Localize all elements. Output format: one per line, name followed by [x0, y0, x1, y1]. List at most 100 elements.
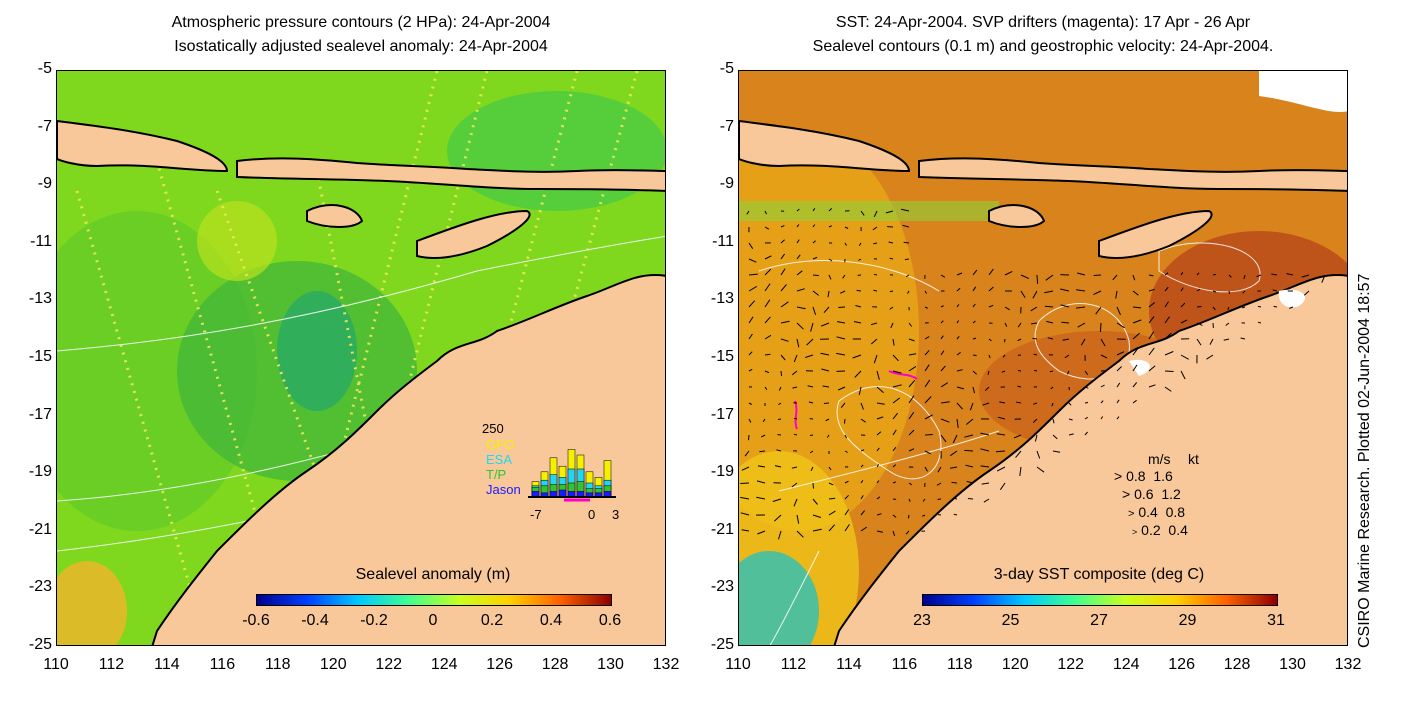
velocity-arrow	[764, 255, 772, 260]
velocity-arrow	[776, 449, 782, 452]
velocity-arrow	[892, 514, 897, 518]
velocity-arrow	[876, 480, 880, 484]
velocity-arrow	[1084, 402, 1089, 404]
velocity-arrow	[762, 418, 766, 423]
velocity-arrow	[965, 464, 974, 468]
velocity-arrow	[748, 273, 758, 276]
velocity-arrow	[748, 402, 753, 405]
velocity-arrow	[1100, 384, 1105, 388]
velocity-arrow	[1196, 338, 1202, 346]
velocity-arrow	[1243, 274, 1246, 280]
velocity-arrow	[1132, 319, 1142, 324]
velocity-arrow	[922, 514, 926, 517]
velocity-arrow	[908, 498, 911, 502]
velocity-arrow	[873, 242, 878, 245]
velocity-arrow	[1132, 290, 1139, 296]
velocity-arrow	[1004, 322, 1008, 327]
velocity-arrow	[1164, 272, 1169, 276]
velocity-arrow	[1052, 450, 1061, 453]
velocity-arrow	[876, 416, 884, 420]
velocity-arrow	[764, 334, 772, 340]
velocity-arrow	[796, 530, 804, 538]
right-lon-tick: 118	[947, 656, 973, 673]
velocity-arrow	[764, 226, 770, 230]
velocity-arrow	[892, 354, 899, 362]
sealevel-anomaly-map-svg	[57, 71, 665, 645]
left-lon-tick: 130	[597, 656, 624, 673]
velocity-arrow	[860, 480, 864, 484]
velocity-arrow-icon: >	[1128, 508, 1135, 520]
plot-credit: CSIRO Marine Research. Plotted 02-Jun-20…	[1356, 273, 1373, 648]
velocity-arrow	[940, 305, 944, 308]
left-lat-tick: -23	[28, 578, 52, 596]
velocity-legend-row-4: > 0.2 0.4	[1132, 522, 1188, 538]
velocity-arrow	[1080, 338, 1086, 346]
velocity-arrow	[1100, 416, 1104, 420]
velocity-arrow	[908, 322, 913, 327]
velocity-arrow	[844, 509, 850, 516]
velocity-arrow	[999, 401, 1006, 404]
velocity-arrow	[1286, 273, 1294, 276]
velocity-arrow	[972, 386, 975, 394]
velocity-arrow	[796, 270, 803, 276]
velocity-arrow	[805, 354, 814, 358]
velocity-arrow	[1030, 306, 1038, 312]
velocity-arrow	[876, 402, 885, 405]
velocity-arrow	[956, 287, 961, 292]
velocity-arrow	[793, 498, 798, 507]
velocity-arrow	[966, 480, 974, 484]
left-lon-tick: 124	[430, 656, 458, 673]
right-lon-tick: 132	[1334, 656, 1362, 673]
velocity-arrow	[1034, 434, 1038, 442]
velocity-arrow	[764, 268, 772, 276]
histogram-bars	[528, 449, 616, 502]
velocity-arrow	[1084, 386, 1089, 389]
altimeter-histogram: 250 GFO ESA T/P Jason -7 0 3	[482, 421, 622, 522]
velocity-arrow	[1132, 364, 1138, 372]
velocity-arrow	[972, 370, 977, 375]
velocity-arrow	[1228, 290, 1231, 295]
velocity-arrow	[1032, 337, 1038, 340]
velocity-arrow	[940, 434, 947, 443]
left-lat-tick: -13	[28, 290, 52, 308]
velocity-arrow	[1017, 322, 1022, 328]
java-island	[739, 119, 911, 173]
velocity-arrow	[791, 370, 798, 376]
velocity-arrow	[1047, 337, 1054, 340]
velocity-arrow	[903, 241, 910, 244]
velocity-arrow	[1116, 306, 1121, 316]
velocity-arrow	[956, 304, 960, 308]
velocity-arrow	[1068, 418, 1073, 421]
velocity-arrow	[764, 386, 768, 390]
velocity-arrow	[892, 530, 896, 537]
velocity-arrow	[812, 498, 818, 505]
velocity-arrow	[892, 429, 897, 436]
sumba-island	[306, 204, 364, 228]
velocity-arrow	[953, 513, 958, 516]
velocity-arrow	[825, 418, 830, 422]
velocity-arrow	[956, 320, 960, 324]
velocity-arrow	[1052, 418, 1055, 424]
velocity-arrow	[1033, 369, 1038, 372]
sst-map: m/s kt > 0.8 1.6 > 0.6 1.2 > 0.4 0.8 > 0…	[738, 70, 1348, 646]
right-colorbar	[922, 594, 1278, 606]
velocity-arrow	[1206, 354, 1214, 360]
velocity-arrow	[1223, 338, 1230, 341]
velocity-arrow	[1116, 351, 1125, 356]
velocity-arrow	[870, 338, 878, 345]
velocity-arrow	[924, 350, 930, 356]
velocity-arrow	[837, 321, 846, 324]
velocity-arrow	[980, 465, 990, 468]
sst-cloud-band	[739, 201, 999, 221]
velocity-arrow	[1060, 304, 1070, 308]
velocity-arrow	[748, 434, 750, 441]
right-lat-tick: -15	[710, 348, 734, 365]
velocity-arrow	[828, 510, 836, 516]
velocity-arrow	[809, 450, 814, 454]
velocity-arrow	[793, 354, 798, 363]
velocity-arrow	[842, 274, 846, 279]
right-lat-tick: -21	[710, 520, 734, 538]
velocity-arrow	[808, 401, 814, 404]
velocity-arrow	[780, 354, 786, 361]
velocity-arrow	[858, 258, 862, 261]
